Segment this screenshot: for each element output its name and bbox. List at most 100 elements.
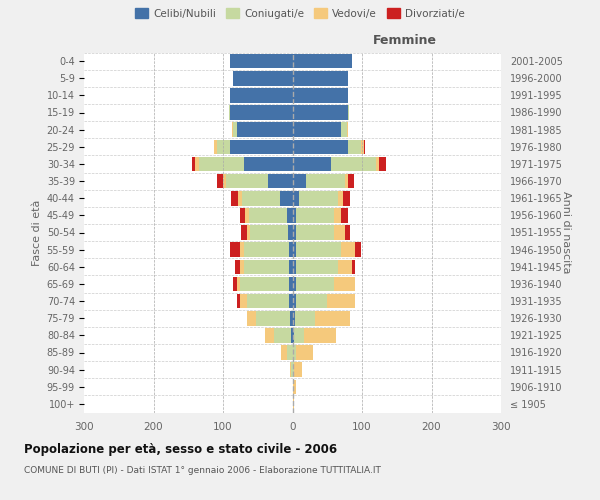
Bar: [232, 191, 238, 206]
Bar: [265, 328, 274, 342]
Text: Popolazione per età, sesso e stato civile - 2006: Popolazione per età, sesso e stato civil…: [24, 442, 337, 456]
Bar: [348, 140, 361, 154]
Bar: [355, 242, 361, 257]
Bar: [343, 191, 350, 206]
Bar: [287, 345, 293, 360]
Bar: [235, 260, 241, 274]
Bar: [352, 260, 355, 274]
Y-axis label: Anni di nascita: Anni di nascita: [561, 191, 571, 274]
Bar: [293, 208, 296, 222]
Bar: [256, 311, 290, 326]
Bar: [290, 311, 293, 326]
Bar: [230, 54, 293, 68]
Bar: [295, 311, 316, 326]
Bar: [230, 140, 293, 154]
Bar: [223, 174, 226, 188]
Bar: [217, 174, 223, 188]
Bar: [293, 311, 295, 326]
Bar: [268, 174, 293, 188]
Bar: [230, 88, 293, 102]
Bar: [244, 242, 289, 257]
Bar: [233, 122, 237, 137]
Bar: [364, 140, 365, 154]
Bar: [217, 140, 230, 154]
Bar: [348, 105, 349, 120]
Bar: [290, 362, 291, 377]
Bar: [341, 122, 347, 137]
Bar: [249, 208, 287, 222]
Bar: [289, 260, 293, 274]
Bar: [291, 328, 293, 342]
Bar: [344, 225, 350, 240]
Bar: [293, 260, 296, 274]
Bar: [293, 396, 294, 411]
Bar: [241, 242, 244, 257]
Bar: [296, 276, 334, 291]
Bar: [296, 294, 327, 308]
Bar: [293, 276, 296, 291]
Bar: [233, 71, 293, 86]
Bar: [192, 156, 195, 171]
Text: Femmine: Femmine: [373, 34, 437, 47]
Text: COMUNE DI BUTI (PI) - Dati ISTAT 1° gennaio 2006 - Elaborazione TUTTITALIA.IT: COMUNE DI BUTI (PI) - Dati ISTAT 1° genn…: [24, 466, 381, 475]
Bar: [232, 122, 233, 137]
Bar: [291, 362, 293, 377]
Bar: [334, 276, 355, 291]
Bar: [245, 208, 249, 222]
Bar: [289, 225, 293, 240]
Bar: [289, 276, 293, 291]
Bar: [293, 140, 348, 154]
Bar: [226, 174, 268, 188]
Bar: [289, 294, 293, 308]
Bar: [296, 208, 334, 222]
Bar: [316, 311, 350, 326]
Bar: [293, 242, 296, 257]
Bar: [244, 260, 289, 274]
Bar: [241, 225, 247, 240]
Bar: [247, 311, 256, 326]
Bar: [293, 328, 294, 342]
Bar: [287, 208, 293, 222]
Bar: [293, 122, 341, 137]
Bar: [242, 191, 280, 206]
Bar: [379, 156, 386, 171]
Bar: [241, 276, 289, 291]
Bar: [344, 174, 348, 188]
Bar: [376, 156, 379, 171]
Bar: [214, 140, 217, 154]
Bar: [334, 225, 344, 240]
Bar: [294, 362, 302, 377]
Bar: [244, 156, 293, 171]
Bar: [230, 242, 241, 257]
Bar: [341, 208, 348, 222]
Bar: [293, 174, 307, 188]
Bar: [274, 328, 291, 342]
Bar: [307, 174, 344, 188]
Bar: [299, 191, 338, 206]
Bar: [293, 88, 348, 102]
Bar: [289, 242, 293, 257]
Bar: [296, 242, 341, 257]
Bar: [233, 276, 237, 291]
Bar: [331, 156, 376, 171]
Bar: [280, 191, 293, 206]
Bar: [247, 294, 289, 308]
Bar: [361, 140, 364, 154]
Bar: [293, 345, 296, 360]
Bar: [296, 345, 313, 360]
Bar: [281, 345, 287, 360]
Bar: [238, 191, 242, 206]
Y-axis label: Fasce di età: Fasce di età: [32, 200, 43, 266]
Bar: [338, 260, 352, 274]
Bar: [293, 54, 352, 68]
Bar: [237, 122, 293, 137]
Bar: [293, 225, 296, 240]
Bar: [293, 380, 296, 394]
Bar: [348, 174, 353, 188]
Bar: [334, 208, 341, 222]
Bar: [230, 105, 293, 120]
Bar: [247, 225, 250, 240]
Bar: [237, 276, 241, 291]
Bar: [304, 328, 335, 342]
Bar: [229, 105, 230, 120]
